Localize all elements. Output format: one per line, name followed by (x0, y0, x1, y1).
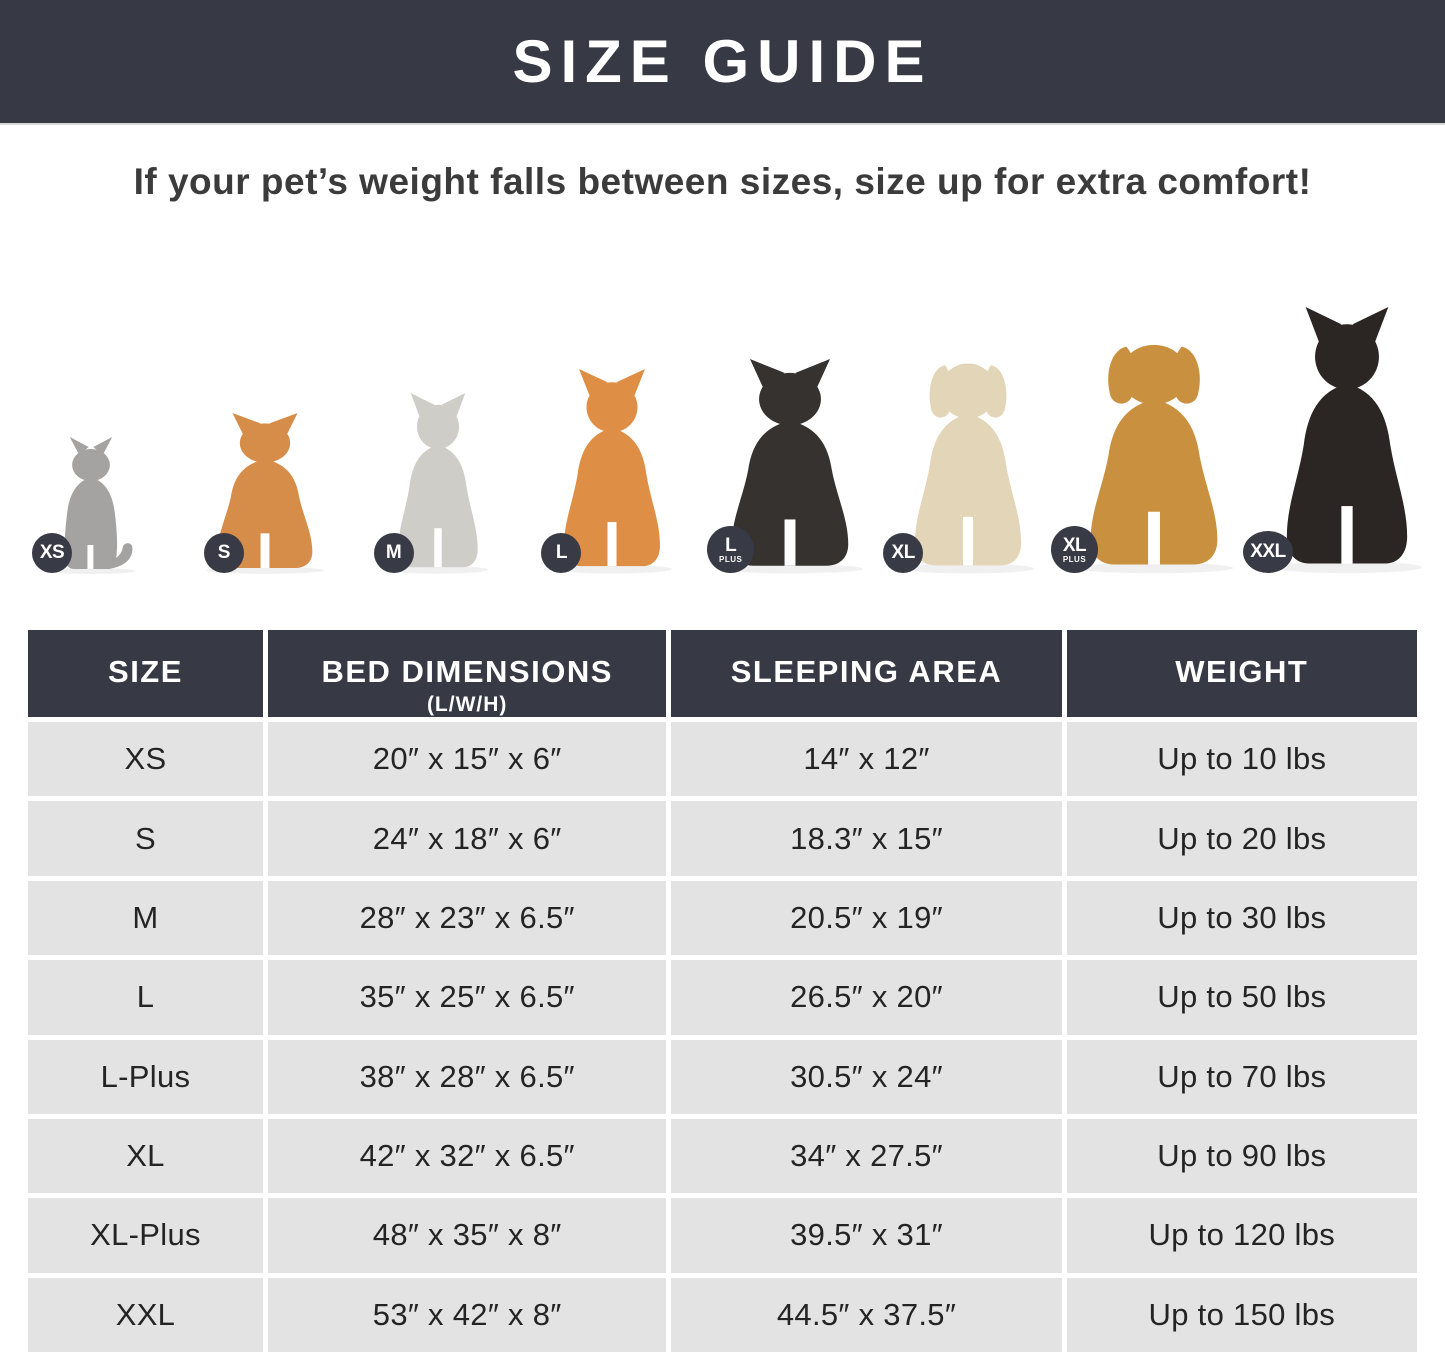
badge-label: L (725, 534, 737, 556)
cell-sleeping-area: 18.3″ x 15″ (671, 801, 1062, 876)
table-row: S 24″ x 18″ x 6″ 18.3″ x 15″ Up to 20 lb… (28, 801, 1417, 876)
cell-weight: Up to 70 lbs (1066, 1039, 1417, 1114)
size-badge-xl: XL (883, 533, 924, 573)
cell-weight: Up to 20 lbs (1066, 801, 1417, 876)
column-header-bed-sub-label: (L/W/H) (426, 693, 508, 716)
size-badge-xs: XS (32, 533, 72, 573)
pet-xxl-doberman: XXL (1242, 215, 1441, 575)
cell-sleeping-area: 14″ x 12″ (671, 722, 1062, 797)
size-guide-table: SIZE BED DIMENSIONS (L/W/H) SLEEPING ARE… (23, 625, 1422, 1357)
size-badge-l: L (541, 533, 582, 573)
cell-sleeping-area: 20.5″ x 19″ (671, 880, 1062, 956)
table-row: L-Plus 38″ x 28″ x 6.5″ 30.5″ x 24″ Up t… (28, 1039, 1417, 1114)
pet-s-pomeranian: S (178, 215, 352, 575)
pet-m-french-bulldog: M (352, 215, 526, 575)
column-header-sleeping-area: SLEEPING AREA (671, 630, 1062, 717)
size-badge-l-plus: L PLUS (707, 526, 755, 573)
cell-weight: Up to 150 lbs (1066, 1277, 1417, 1352)
table-row: XXL 53″ x 42″ x 8″ 44.5″ x 37.5″ Up to 1… (28, 1277, 1417, 1352)
page-title: SIZE GUIDE (512, 28, 933, 95)
size-badge-m: M (373, 533, 414, 573)
column-header-weight: WEIGHT (1066, 630, 1417, 717)
title-bar: SIZE GUIDE (0, 0, 1445, 125)
cell-size: M (28, 880, 263, 956)
table-row: L 35″ x 25″ x 6.5″ 26.5″ x 20″ Up to 50 … (28, 960, 1417, 1035)
badge-label: XS (39, 542, 65, 563)
cell-size: S (28, 801, 263, 876)
badge-label: XL (891, 542, 916, 563)
table-row: XL-Plus 48″ x 35″ x 8″ 39.5″ x 31″ Up to… (28, 1198, 1417, 1273)
cell-weight: Up to 90 lbs (1066, 1118, 1417, 1194)
badge-sub-label: PLUS (1062, 554, 1087, 564)
cell-sleeping-area: 39.5″ x 31″ (671, 1198, 1062, 1273)
cell-sleeping-area: 34″ x 27.5″ (671, 1118, 1062, 1194)
cell-bed-dimensions: 42″ x 32″ x 6.5″ (267, 1118, 667, 1194)
size-badge-xxl: XXL (1242, 531, 1293, 573)
column-header-size: SIZE (28, 630, 263, 717)
cell-bed-dimensions: 38″ x 28″ x 6.5″ (267, 1039, 667, 1114)
cell-bed-dimensions: 48″ x 35″ x 8″ (267, 1198, 667, 1273)
size-badge-s: S (203, 533, 244, 573)
table-row: XS 20″ x 15″ x 6″ 14″ x 12″ Up to 10 lbs (28, 722, 1417, 797)
pet-l-shiba-inu: L (525, 215, 699, 575)
cell-weight: Up to 50 lbs (1066, 960, 1417, 1035)
table-row: XL 42″ x 32″ x 6.5″ 34″ x 27.5″ Up to 90… (28, 1118, 1417, 1194)
cell-bed-dimensions: 35″ x 25″ x 6.5″ (267, 960, 667, 1035)
pet-xlplus-golden-retriever: XL PLUS (1050, 215, 1253, 575)
cell-size: XL-Plus (28, 1198, 263, 1273)
badge-label: S (217, 542, 231, 563)
table-row: M 28″ x 23″ x 6.5″ 20.5″ x 19″ Up to 30 … (28, 880, 1417, 956)
cell-sleeping-area: 26.5″ x 20″ (671, 960, 1062, 1035)
pet-lplus-border-collie: L PLUS (699, 215, 881, 575)
cell-sleeping-area: 30.5″ x 24″ (671, 1039, 1062, 1114)
column-header-bed-dimensions: BED DIMENSIONS (L/W/H) (267, 630, 667, 717)
badge-label: M (385, 542, 402, 563)
cell-bed-dimensions: 53″ x 42″ x 8″ (267, 1277, 667, 1352)
cell-size: XXL (28, 1277, 263, 1352)
cell-sleeping-area: 44.5″ x 37.5″ (671, 1277, 1062, 1352)
cell-weight: Up to 120 lbs (1066, 1198, 1417, 1273)
badge-sub-label: PLUS (719, 554, 743, 564)
badge-label: XXL (1250, 541, 1286, 562)
cell-bed-dimensions: 20″ x 15″ x 6″ (267, 722, 667, 797)
cell-bed-dimensions: 28″ x 23″ x 6.5″ (267, 880, 667, 956)
badge-label: XL (1062, 534, 1087, 556)
cell-weight: Up to 30 lbs (1066, 880, 1417, 956)
cell-size: XL (28, 1118, 263, 1194)
column-header-bed-label: BED DIMENSIONS (321, 654, 613, 689)
table-header-row: SIZE BED DIMENSIONS (L/W/H) SLEEPING ARE… (28, 630, 1417, 717)
size-badge-xl-plus: XL PLUS (1050, 526, 1098, 573)
cell-size: XS (28, 722, 263, 797)
pet-xl-labrador: XL (881, 215, 1055, 575)
badge-label: L (555, 542, 568, 563)
cell-weight: Up to 10 lbs (1066, 722, 1417, 797)
subtitle: If your pet’s weight falls between sizes… (133, 161, 1312, 202)
cell-size: L (28, 960, 263, 1035)
pets-size-row: XS S M L L (0, 215, 1445, 575)
pet-xs-cat: XS (4, 215, 178, 575)
cell-bed-dimensions: 24″ x 18″ x 6″ (267, 801, 667, 876)
cell-size: L-Plus (28, 1039, 263, 1114)
